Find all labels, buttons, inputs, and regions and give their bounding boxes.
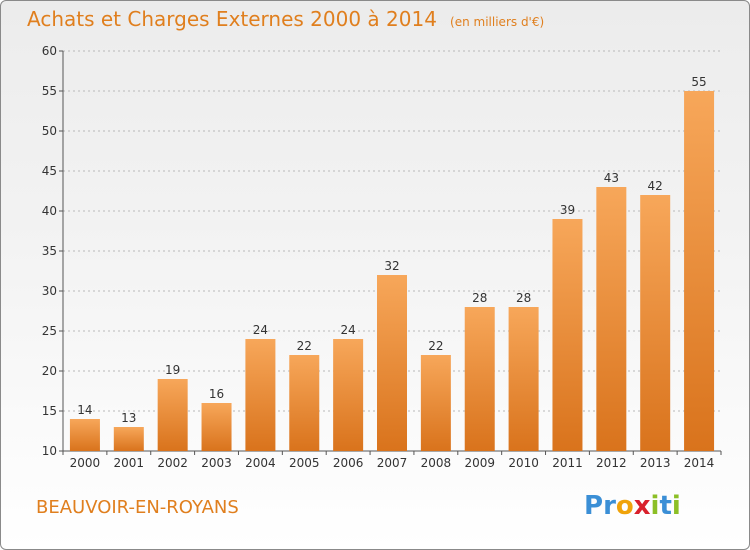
data-label-2006: 24 <box>340 323 355 337</box>
logo-letter: t <box>659 491 672 521</box>
y-tick-label: 30 <box>42 284 57 298</box>
logo-letter: i <box>671 491 681 521</box>
y-tick-label: 25 <box>42 324 57 338</box>
data-label-2013: 42 <box>648 179 663 193</box>
logo-letter: i <box>650 491 660 521</box>
y-tick-label: 20 <box>42 364 57 378</box>
y-tick-label: 50 <box>42 124 57 138</box>
x-tick-label-2012: 2012 <box>596 456 627 470</box>
bar-2000 <box>69 419 100 451</box>
bar-2006 <box>333 339 364 451</box>
bar-2013 <box>640 195 671 451</box>
y-tick-label: 60 <box>42 44 57 58</box>
data-label-2000: 14 <box>77 403 92 417</box>
x-tick-label-2003: 2003 <box>201 456 232 470</box>
y-tick-label: 55 <box>42 84 57 98</box>
x-tick-label-2011: 2011 <box>552 456 583 470</box>
data-label-2010: 28 <box>516 291 531 305</box>
data-label-2008: 22 <box>428 339 443 353</box>
bars <box>69 91 715 451</box>
data-label-2007: 32 <box>384 259 399 273</box>
data-label-2014: 55 <box>691 75 706 89</box>
x-tick-labels: 2000 2001 2002 2003 2004 2005 2006 2007 2008 2009… <box>70 456 715 470</box>
logo-letter: o <box>615 491 634 521</box>
data-label-2003: 16 <box>209 387 224 401</box>
data-label-2012: 43 <box>604 171 619 185</box>
x-tick-label-2010: 2010 <box>508 456 539 470</box>
title-row: Achats et Charges Externes 2000 à 2014 (… <box>27 7 544 31</box>
bar-2001 <box>113 427 144 451</box>
bar-2012 <box>596 187 627 451</box>
x-tick-label-2013: 2013 <box>640 456 671 470</box>
proxiti-logo: Proxiti <box>584 491 681 521</box>
data-label-2002: 19 <box>165 363 180 377</box>
logo-letter: P <box>584 491 604 521</box>
bar-2011 <box>552 219 583 451</box>
chart-title: Achats et Charges Externes 2000 à 2014 <box>27 7 437 31</box>
x-tick-label-2006: 2006 <box>333 456 364 470</box>
data-label-2001: 13 <box>121 411 136 425</box>
y-tick-label: 10 <box>42 444 57 458</box>
data-labels: 14 13 19 16 24 22 24 32 22 28 28 39 43 42 55 <box>77 75 706 425</box>
x-tick-label-2004: 2004 <box>245 456 276 470</box>
x-tick-label-2005: 2005 <box>289 456 320 470</box>
x-tick-label-2009: 2009 <box>464 456 495 470</box>
data-label-2005: 22 <box>297 339 312 353</box>
data-label-2009: 28 <box>472 291 487 305</box>
bar-2003 <box>201 403 232 451</box>
x-tick-label-2001: 2001 <box>114 456 145 470</box>
x-tick-label-2000: 2000 <box>70 456 101 470</box>
bar-2005 <box>289 355 320 451</box>
logo-letter: r <box>603 491 616 521</box>
chart-unit: (en milliers d'€) <box>450 15 545 29</box>
place-name: BEAUVOIR-EN-ROYANS <box>36 497 239 518</box>
data-label-2011: 39 <box>560 203 575 217</box>
bar-2009 <box>464 307 495 451</box>
logo-letter: x <box>633 491 651 521</box>
bar-2004 <box>245 339 276 451</box>
y-tick-label: 45 <box>42 164 57 178</box>
y-tick-labels: 10 15 20 25 30 35 40 45 50 55 60 <box>42 44 57 458</box>
y-tick-label: 15 <box>42 404 57 418</box>
x-tick-label-2007: 2007 <box>377 456 408 470</box>
x-tick-label-2002: 2002 <box>157 456 188 470</box>
bar-2007 <box>377 275 407 451</box>
x-tick-label-2014: 2014 <box>684 456 715 470</box>
bar-2010 <box>508 307 539 451</box>
bar-2008 <box>420 355 451 451</box>
x-tick-label-2008: 2008 <box>421 456 452 470</box>
y-tick-label: 35 <box>42 244 57 258</box>
y-tick-label: 40 <box>42 204 57 218</box>
bar-2014 <box>684 91 715 451</box>
bar-2002 <box>157 379 188 451</box>
data-label-2004: 24 <box>253 323 268 337</box>
